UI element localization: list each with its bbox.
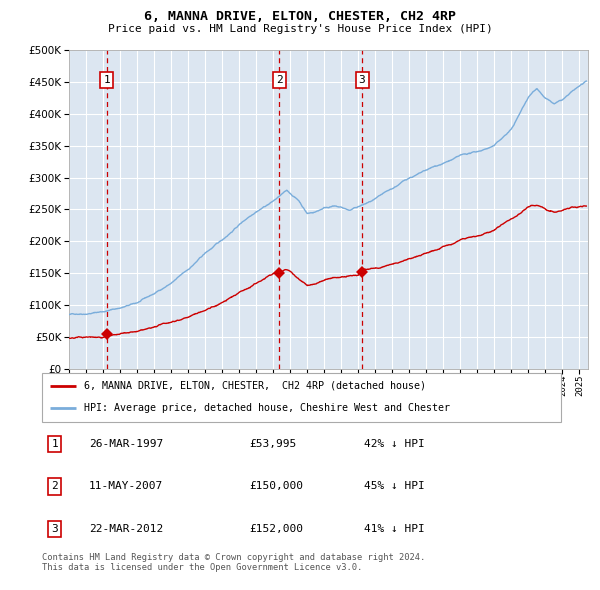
Text: 1: 1 [52, 439, 58, 449]
Text: 2: 2 [276, 75, 283, 85]
Text: £53,995: £53,995 [250, 439, 297, 449]
Text: 11-MAY-2007: 11-MAY-2007 [89, 481, 163, 491]
Text: £150,000: £150,000 [250, 481, 304, 491]
Text: Price paid vs. HM Land Registry's House Price Index (HPI): Price paid vs. HM Land Registry's House … [107, 24, 493, 34]
Text: Contains HM Land Registry data © Crown copyright and database right 2024.
This d: Contains HM Land Registry data © Crown c… [42, 553, 425, 572]
Text: 3: 3 [52, 524, 58, 534]
Text: 6, MANNA DRIVE, ELTON, CHESTER,  CH2 4RP (detached house): 6, MANNA DRIVE, ELTON, CHESTER, CH2 4RP … [83, 381, 425, 391]
Text: 1: 1 [104, 75, 110, 85]
Text: 26-MAR-1997: 26-MAR-1997 [89, 439, 163, 449]
Text: 22-MAR-2012: 22-MAR-2012 [89, 524, 163, 534]
Text: 42% ↓ HPI: 42% ↓ HPI [364, 439, 425, 449]
Text: 41% ↓ HPI: 41% ↓ HPI [364, 524, 425, 534]
Text: £152,000: £152,000 [250, 524, 304, 534]
Text: 45% ↓ HPI: 45% ↓ HPI [364, 481, 425, 491]
Text: 6, MANNA DRIVE, ELTON, CHESTER, CH2 4RP: 6, MANNA DRIVE, ELTON, CHESTER, CH2 4RP [144, 10, 456, 23]
FancyBboxPatch shape [42, 373, 561, 422]
Text: 2: 2 [52, 481, 58, 491]
Text: 3: 3 [359, 75, 365, 85]
Text: HPI: Average price, detached house, Cheshire West and Chester: HPI: Average price, detached house, Ches… [83, 403, 449, 413]
